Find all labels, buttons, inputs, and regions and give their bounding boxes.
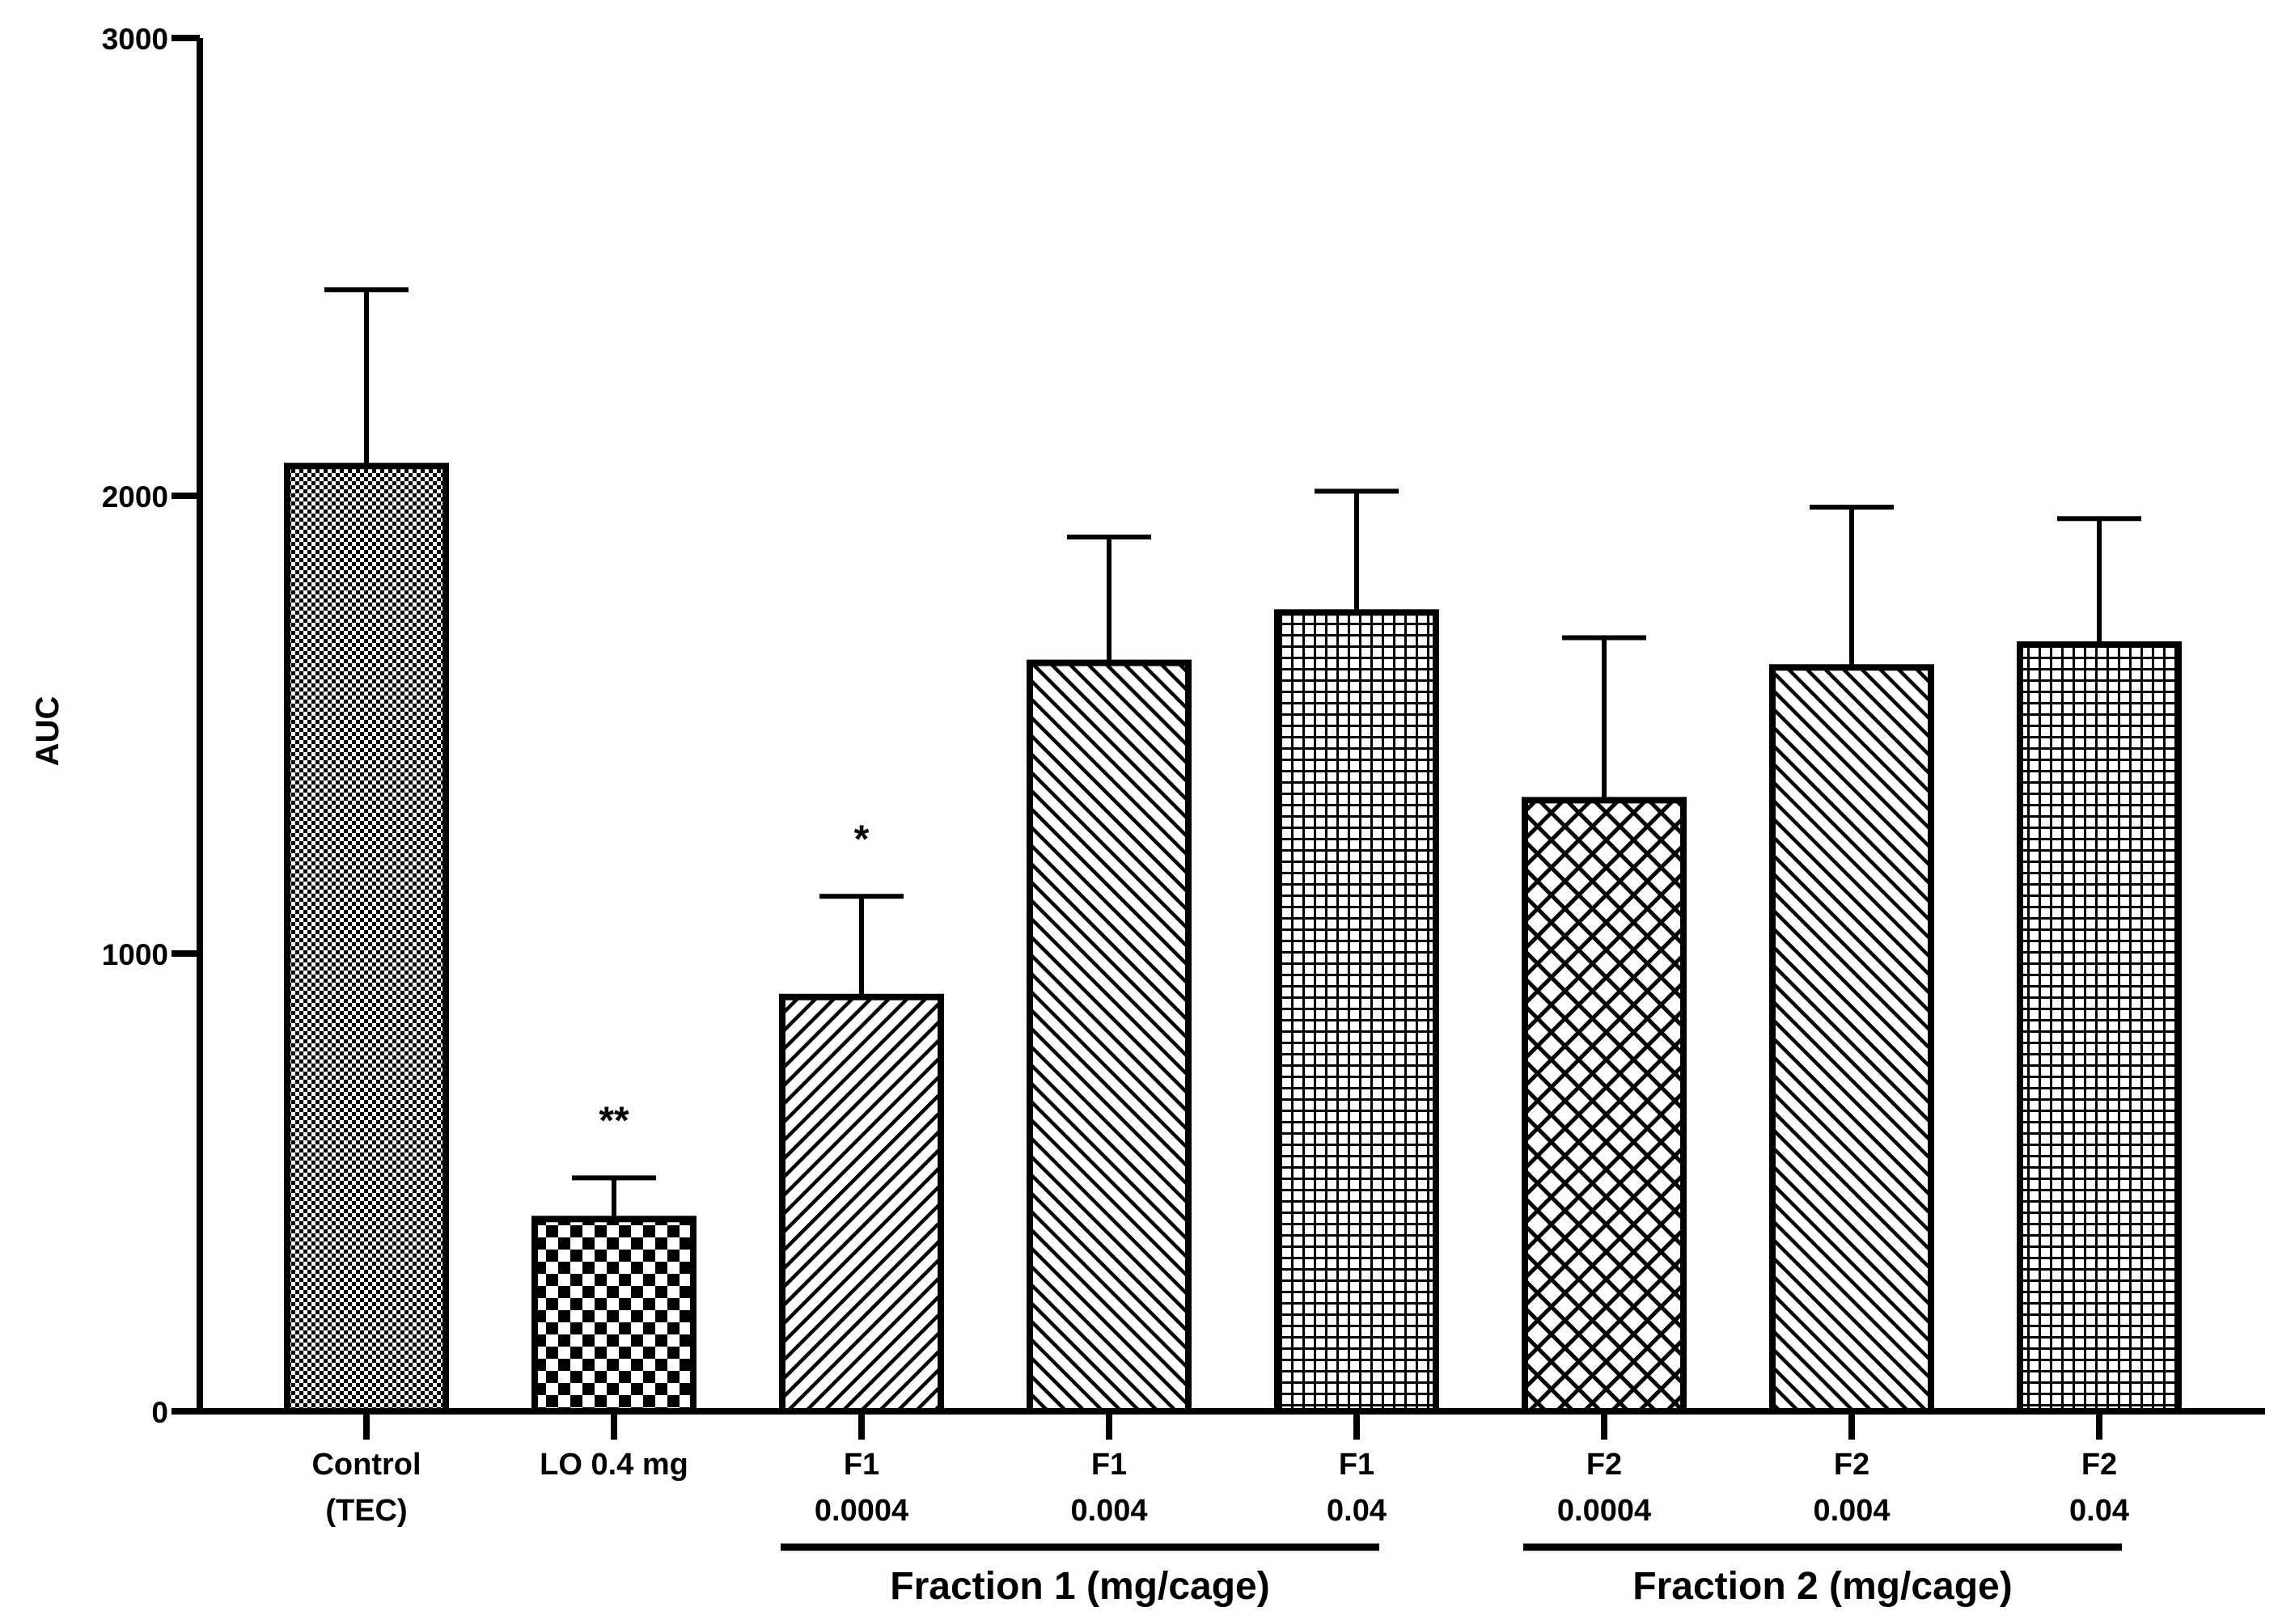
x-tick-label: LO 0.4 mg — [540, 1448, 688, 1482]
x-tick-label-line2: 0.04 — [2069, 1494, 2129, 1528]
bar — [284, 463, 449, 1415]
group-label: Fraction 2 (mg/cage) — [1632, 1565, 2012, 1608]
x-tick-label-line2: (TEC) — [325, 1494, 407, 1528]
x-tick-label: F2 — [1586, 1448, 1622, 1482]
bar — [2017, 641, 2182, 1415]
y-tick-label: 0 — [151, 1396, 168, 1429]
group-label: Fraction 1 (mg/cage) — [890, 1565, 1269, 1608]
x-tick-label: Control — [311, 1448, 421, 1482]
x-tick-label: F1 — [844, 1448, 879, 1482]
x-tick-label-line2: 0.004 — [1813, 1494, 1890, 1528]
bar — [1027, 659, 1192, 1415]
x-tick-label: F1 — [1339, 1448, 1374, 1482]
y-tick-label: 1000 — [102, 938, 168, 971]
x-tick-label: F2 — [2081, 1448, 2117, 1482]
x-tick-label: F1 — [1091, 1448, 1127, 1482]
x-tick-label-line2: 0.0004 — [815, 1494, 908, 1528]
bar — [1522, 797, 1687, 1415]
y-tick-label: 3000 — [102, 23, 168, 56]
bar — [1274, 609, 1439, 1415]
bar — [531, 1216, 697, 1415]
x-tick-label-line2: 0.0004 — [1557, 1494, 1651, 1528]
x-tick-label-line2: 0.004 — [1070, 1494, 1147, 1528]
significance-mark: ** — [599, 1099, 629, 1142]
x-tick-label: F2 — [1834, 1448, 1869, 1482]
y-axis-label: AUC — [30, 696, 66, 767]
x-tick-label-line2: 0.04 — [1327, 1494, 1387, 1528]
y-tick-label: 2000 — [102, 480, 168, 514]
bar — [1769, 664, 1934, 1415]
significance-mark: * — [854, 818, 870, 861]
bar — [779, 993, 944, 1415]
